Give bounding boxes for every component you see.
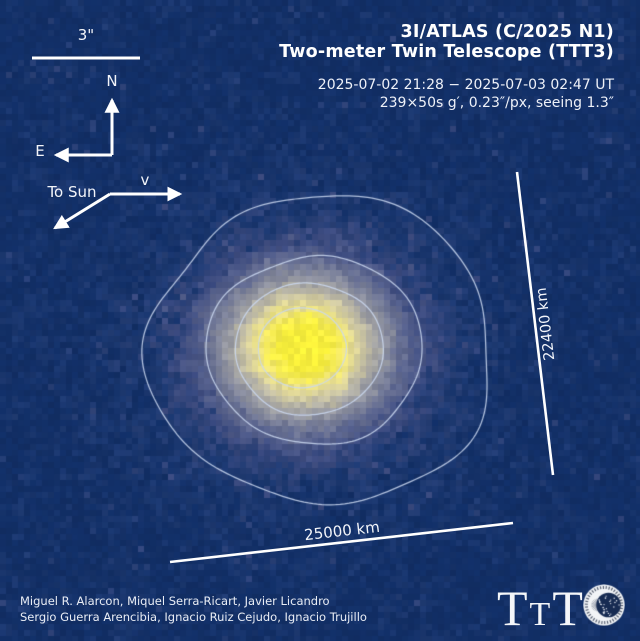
header: 3I/ATLAS (C/2025 N1) Two-meter Twin Tele… <box>279 22 614 112</box>
title-line-1: 3I/ATLAS (C/2025 N1) <box>400 22 614 42</box>
ttt-letter-3: T <box>552 580 585 636</box>
iac-observatory-seal-icon <box>583 584 625 626</box>
north-label: N <box>106 72 118 90</box>
to-sun-arrow <box>53 192 111 230</box>
extent-line-horizontal <box>169 521 514 564</box>
velocity-label: v <box>140 171 150 189</box>
extent-line-vertical <box>515 171 555 476</box>
east-label: E <box>35 142 45 160</box>
credits: Miguel R. Alarcon, Miquel Serra-Ricart, … <box>20 594 367 625</box>
observation-window: 2025-07-02 21:28 − 2025-07-03 02:47 UT <box>317 77 614 93</box>
observation-info: 2025-07-02 21:28 − 2025-07-03 02:47 UT 2… <box>279 77 614 112</box>
ttt-letter-2: T <box>529 596 553 633</box>
ttt-letter-1: T <box>497 580 530 636</box>
scale-bar-label: 3" <box>77 26 95 44</box>
to-sun-label: To Sun <box>47 183 97 201</box>
credits-line-1: Miguel R. Alarcon, Miquel Serra-Ricart, … <box>20 594 330 608</box>
credits-line-2: Sergio Guerra Arencibia, Ignacio Ruiz Ce… <box>20 609 367 624</box>
observation-details: 239×50s g′, 0.23″/px, seeing 1.3″ <box>379 94 614 111</box>
title-line-2: Two-meter Twin Telescope (TTT3) <box>279 42 614 62</box>
